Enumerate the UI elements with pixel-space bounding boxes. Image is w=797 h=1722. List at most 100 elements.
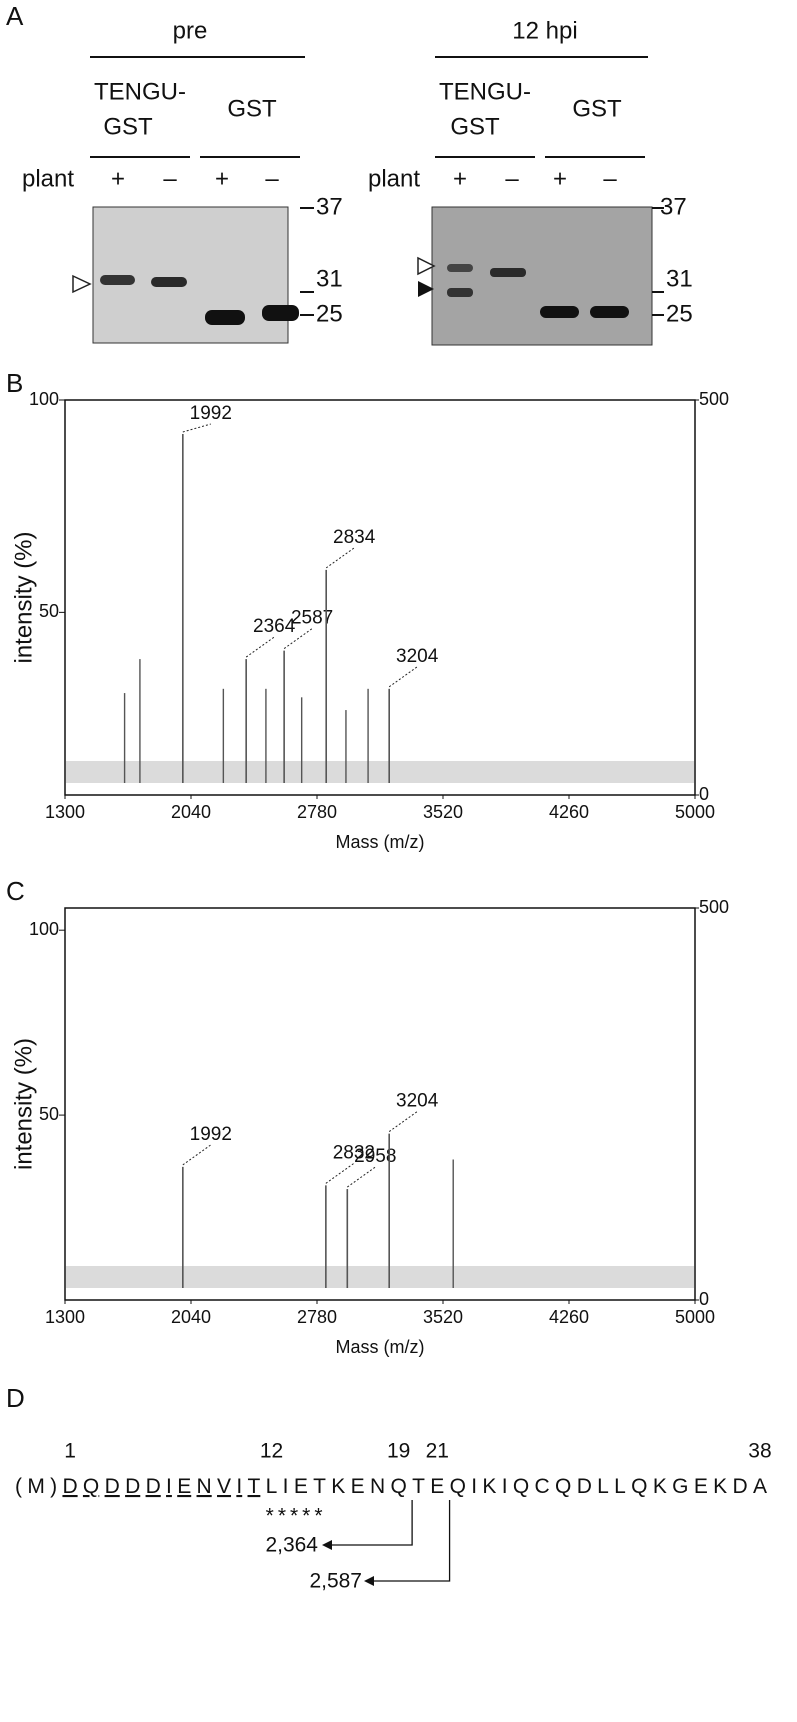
y-tick-label: 50	[39, 601, 59, 621]
sign: –	[163, 165, 177, 192]
sign: –	[603, 165, 617, 192]
sequence-part: DQDDDIENVIT	[62, 1475, 260, 1498]
y2-tick-label: 500	[699, 389, 729, 409]
gel-band	[151, 277, 187, 287]
leader-line	[325, 547, 355, 569]
group-label: GST	[572, 95, 622, 122]
marker-label: 25	[316, 300, 343, 327]
sign: +	[111, 165, 125, 192]
x-tick-label: 4260	[549, 802, 589, 822]
plot-frame	[64, 399, 696, 796]
fragment-arrow	[372, 1500, 451, 1582]
x-tick-label: 2040	[171, 1307, 211, 1327]
row-label: plant	[368, 165, 420, 192]
peak-label: 2587	[291, 608, 333, 629]
position-label: 1	[64, 1440, 76, 1463]
peak-label: 2364	[253, 616, 296, 637]
plot-frame	[64, 907, 696, 1301]
position-label: 38	[748, 1440, 771, 1463]
peak-label: 1992	[190, 403, 232, 424]
arrowhead	[364, 1576, 374, 1586]
fragment-label: 2,364	[265, 1534, 318, 1557]
arrowhead-open	[417, 256, 436, 276]
x-tick-label: 5000	[675, 802, 715, 822]
group-label: TENGU-	[94, 78, 186, 105]
sequence: (M) DQDDDIENVIT LIETKENQTEQIKIQCQDLLQKGEKD…	[15, 1475, 767, 1498]
x-tick-label: 2040	[171, 802, 211, 822]
gel-band	[540, 306, 579, 318]
y-tick-label: 100	[29, 919, 59, 939]
leader-line	[388, 1111, 418, 1132]
leader-line	[182, 423, 211, 433]
marker-label: 25	[666, 300, 693, 327]
gel-band	[447, 288, 473, 297]
leader-line	[388, 666, 418, 688]
gel-title: 12 hpi	[512, 17, 577, 44]
y-axis-label: intensity (%)	[10, 531, 37, 663]
y-axis-label: intensity (%)	[10, 1038, 37, 1170]
gel-band	[590, 306, 629, 318]
sign: +	[553, 165, 567, 192]
y2-tick-label: 0	[699, 1289, 709, 1309]
panel-label: A	[6, 1, 24, 31]
sign: –	[505, 165, 519, 192]
arrowhead-filled	[418, 281, 434, 297]
panel-label: D	[6, 1383, 25, 1413]
row-label: plant	[22, 165, 74, 192]
x-tick-label: 2780	[297, 802, 337, 822]
position-label: 19	[387, 1440, 410, 1463]
group-label: GST	[450, 113, 500, 140]
x-tick-label: 1300	[45, 802, 85, 822]
fragment-arrow	[330, 1500, 413, 1546]
gel-band	[100, 275, 135, 285]
x-axis-label: Mass (m/z)	[336, 1337, 425, 1357]
y2-tick-label: 0	[699, 784, 709, 804]
gel-title: pre	[173, 17, 208, 44]
arrowhead	[322, 1540, 332, 1550]
peak-label: 2832	[333, 1142, 375, 1163]
gel-band	[262, 305, 299, 321]
gel-band	[205, 310, 245, 325]
x-axis-label: Mass (m/z)	[336, 832, 425, 852]
peak-label: 2958	[354, 1146, 396, 1167]
x-tick-label: 1300	[45, 1307, 85, 1327]
leader-line	[182, 1144, 212, 1166]
fragment-label: 2,587	[309, 1570, 362, 1593]
group-label: GST	[103, 113, 153, 140]
position-label: 12	[260, 1440, 283, 1463]
sign: +	[215, 165, 229, 192]
leader-line	[325, 1162, 355, 1184]
y-tick-label: 50	[39, 1104, 59, 1124]
arrowhead-open	[72, 274, 92, 294]
group-label: GST	[227, 95, 277, 122]
noise-band	[66, 761, 694, 783]
leader-line	[347, 1166, 376, 1188]
leader-line	[245, 636, 275, 658]
x-tick-label: 4260	[549, 1307, 589, 1327]
marker-label: 37	[660, 193, 687, 220]
x-tick-label: 3520	[423, 1307, 463, 1327]
gel-panel: pre TENGU- GST GST plant + – + – 37 31 2…	[22, 17, 343, 344]
sequence-part: LIETKENQTEQIKIQCQDLLQKGEKDA	[266, 1475, 767, 1498]
peak-label: 3204	[396, 646, 439, 667]
sign: +	[453, 165, 467, 192]
panel-label: C	[6, 876, 25, 906]
x-tick-label: 2780	[297, 1307, 337, 1327]
sign: –	[265, 165, 279, 192]
y-tick-label: 100	[29, 389, 59, 409]
x-tick-label: 5000	[675, 1307, 715, 1327]
peak-label: 1992	[190, 1124, 232, 1145]
marker-label: 31	[316, 265, 343, 292]
gel-band	[490, 268, 526, 277]
cleavage-marks: *****	[266, 1505, 327, 1528]
y2-tick-label: 500	[699, 897, 729, 917]
panel-label: B	[6, 368, 23, 398]
position-label: 21	[426, 1440, 449, 1463]
gel-image	[431, 206, 653, 346]
gel-panel: 12 hpi TENGU- GST GST plant + – + – 37 3…	[368, 17, 693, 346]
marker-label: 37	[316, 193, 343, 220]
sequence-panel: (M) DQDDDIENVIT LIETKENQTEQIKIQCQDLLQKGEKD…	[15, 1440, 772, 1593]
gel-band	[447, 264, 473, 272]
x-tick-label: 3520	[423, 802, 463, 822]
